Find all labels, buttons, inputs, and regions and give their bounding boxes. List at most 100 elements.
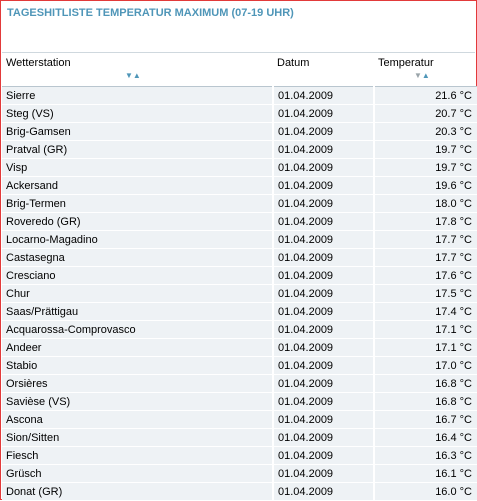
temperature-cell: 17.5 °C <box>374 284 477 303</box>
date-cell: 01.04.2009 <box>273 482 375 501</box>
temperature-cell: 17.4 °C <box>374 302 477 321</box>
station-cell: Roveredo (GR) <box>2 212 274 231</box>
station-cell: Orsières <box>2 374 274 393</box>
temperature-cell: 17.7 °C <box>374 248 477 267</box>
column-header-date-label: Datum <box>277 57 310 69</box>
date-cell: 01.04.2009 <box>273 104 375 123</box>
station-cell: Grüsch <box>2 464 274 483</box>
table-row: Pratval (GR) 01.04.2009 19.7 °C <box>2 140 477 159</box>
temperature-cell: 16.8 °C <box>374 374 477 393</box>
station-cell: Ascona <box>2 410 274 429</box>
temperature-cell: 16.0 °C <box>374 482 477 501</box>
date-cell: 01.04.2009 <box>273 356 375 375</box>
temperature-cell: 19.6 °C <box>374 176 477 195</box>
station-sort-control[interactable]: ▼▲ <box>125 72 141 80</box>
station-cell: Castasegna <box>2 248 274 267</box>
temperature-cell: 17.7 °C <box>374 230 477 249</box>
date-cell: 01.04.2009 <box>273 446 375 465</box>
table-row: Saas/Prättigau 01.04.2009 17.4 °C <box>2 302 477 321</box>
station-cell: Cresciano <box>2 266 274 285</box>
column-header-temperature[interactable]: Temperatur ▼▲ <box>374 53 477 87</box>
station-cell: Sion/Sitten <box>2 428 274 447</box>
table-row: Stabio 01.04.2009 17.0 °C <box>2 356 477 375</box>
table-row: Orsières 01.04.2009 16.8 °C <box>2 374 477 393</box>
temperature-cell: 17.1 °C <box>374 338 477 357</box>
station-cell: Saas/Prättigau <box>2 302 274 321</box>
date-cell: 01.04.2009 <box>273 338 375 357</box>
station-cell: Acquarossa-Comprovasco <box>2 320 274 339</box>
station-cell: Pratval (GR) <box>2 140 274 159</box>
temperature-cell: 17.1 °C <box>374 320 477 339</box>
sort-descending-icon[interactable]: ▼ <box>125 71 133 80</box>
station-cell: Brig-Gamsen <box>2 122 274 141</box>
date-cell: 01.04.2009 <box>273 320 375 339</box>
table-header-row: Wetterstation ▼▲ Datum Temperatur ▼▲ <box>2 53 477 87</box>
temperature-cell: 21.6 °C <box>374 86 477 105</box>
temperature-cell: 20.3 °C <box>374 122 477 141</box>
date-cell: 01.04.2009 <box>273 248 375 267</box>
table-body: Sierre 01.04.2009 21.6 °C Steg (VS) 01.04.20… <box>2 86 477 501</box>
table-row: Grüsch 01.04.2009 16.1 °C <box>2 464 477 483</box>
date-cell: 01.04.2009 <box>273 176 375 195</box>
temperature-cell: 16.1 °C <box>374 464 477 483</box>
temperature-cell: 20.7 °C <box>374 104 477 123</box>
station-cell: Locarno-Magadino <box>2 230 274 249</box>
station-cell: Sierre <box>2 86 274 105</box>
table-row: Savièse (VS) 01.04.2009 16.8 °C <box>2 392 477 411</box>
date-cell: 01.04.2009 <box>273 266 375 285</box>
table-row: Chur 01.04.2009 17.5 °C <box>2 284 477 303</box>
column-header-date[interactable]: Datum <box>273 53 374 87</box>
date-cell: 01.04.2009 <box>273 86 375 105</box>
table-row: Sierre 01.04.2009 21.6 °C <box>2 86 477 105</box>
table-row: Andeer 01.04.2009 17.1 °C <box>2 338 477 357</box>
date-cell: 01.04.2009 <box>273 302 375 321</box>
column-header-station[interactable]: Wetterstation ▼▲ <box>2 53 273 87</box>
temperature-cell: 19.7 °C <box>374 140 477 159</box>
temperature-cell: 16.7 °C <box>374 410 477 429</box>
date-cell: 01.04.2009 <box>273 392 375 411</box>
column-header-station-label: Wetterstation <box>6 57 71 69</box>
table-row: Sion/Sitten 01.04.2009 16.4 °C <box>2 428 477 447</box>
temperature-cell: 17.8 °C <box>374 212 477 231</box>
table-row: Brig-Termen 01.04.2009 18.0 °C <box>2 194 477 213</box>
table-row: Steg (VS) 01.04.2009 20.7 °C <box>2 104 477 123</box>
date-cell: 01.04.2009 <box>273 230 375 249</box>
temperature-cell: 17.0 °C <box>374 356 477 375</box>
station-cell: Visp <box>2 158 274 177</box>
sort-ascending-icon[interactable]: ▲ <box>421 71 430 80</box>
date-cell: 01.04.2009 <box>273 212 375 231</box>
table-row: Visp 01.04.2009 19.7 °C <box>2 158 477 177</box>
station-cell: Ackersand <box>2 176 274 195</box>
table-row: Donat (GR) 01.04.2009 16.0 °C <box>2 482 477 501</box>
temperature-cell: 18.0 °C <box>374 194 477 213</box>
table-row: Acquarossa-Comprovasco 01.04.2009 17.1 °C <box>2 320 477 339</box>
table-row: Locarno-Magadino 01.04.2009 17.7 °C <box>2 230 477 249</box>
station-cell: Andeer <box>2 338 274 357</box>
page-title: TAGESHITLISTE TEMPERATUR MAXIMUM (07-19 … <box>7 7 294 19</box>
station-cell: Steg (VS) <box>2 104 274 123</box>
temperature-cell: 17.6 °C <box>374 266 477 285</box>
date-cell: 01.04.2009 <box>273 140 375 159</box>
station-cell: Stabio <box>2 356 274 375</box>
station-cell: Donat (GR) <box>2 482 274 501</box>
table-row: Fiesch 01.04.2009 16.3 °C <box>2 446 477 465</box>
sort-descending-icon[interactable]: ▼ <box>414 71 422 80</box>
sort-ascending-icon[interactable]: ▲ <box>132 71 141 80</box>
temperature-cell: 16.4 °C <box>374 428 477 447</box>
table-row: Roveredo (GR) 01.04.2009 17.8 °C <box>2 212 477 231</box>
date-cell: 01.04.2009 <box>273 194 375 213</box>
date-cell: 01.04.2009 <box>273 464 375 483</box>
date-cell: 01.04.2009 <box>273 158 375 177</box>
title-bar: TAGESHITLISTE TEMPERATUR MAXIMUM (07-19 … <box>2 2 475 53</box>
station-cell: Chur <box>2 284 274 303</box>
results-table-container: Wetterstation ▼▲ Datum Temperatur ▼▲ <box>2 53 477 501</box>
temperature-sort-control[interactable]: ▼▲ <box>414 72 430 80</box>
table-row: Ascona 01.04.2009 16.7 °C <box>2 410 477 429</box>
table-row: Ackersand 01.04.2009 19.6 °C <box>2 176 477 195</box>
table-row: Brig-Gamsen 01.04.2009 20.3 °C <box>2 122 477 141</box>
date-cell: 01.04.2009 <box>273 374 375 393</box>
date-cell: 01.04.2009 <box>273 428 375 447</box>
date-cell: 01.04.2009 <box>273 284 375 303</box>
date-cell: 01.04.2009 <box>273 122 375 141</box>
date-cell: 01.04.2009 <box>273 410 375 429</box>
